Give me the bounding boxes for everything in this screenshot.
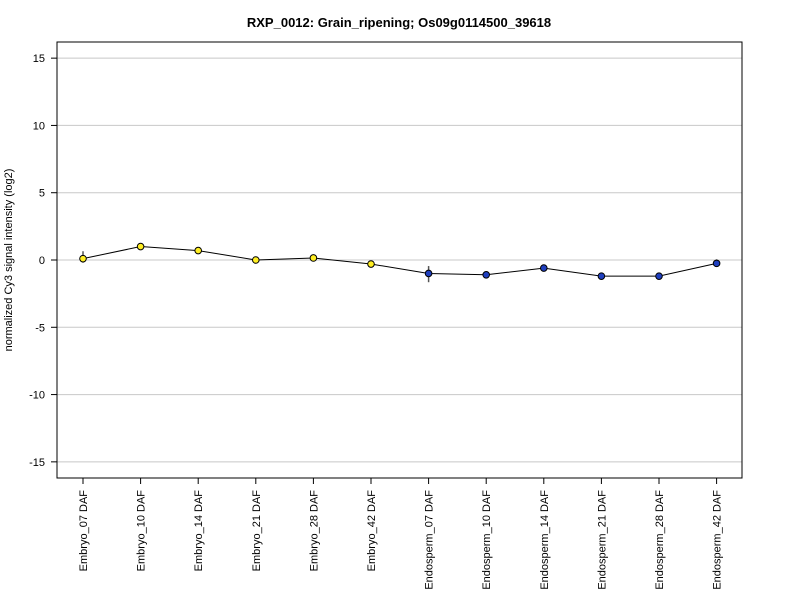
x-tick-label: Embryo_10 DAF [136, 490, 148, 572]
data-point [424, 269, 433, 278]
data-point [136, 242, 145, 251]
data-point [252, 256, 260, 264]
y-tick-label: 10 [33, 120, 45, 132]
x-tick-label: Embryo_28 DAF [308, 490, 320, 572]
data-point [540, 264, 548, 272]
y-axis-label: normalized Cy3 signal intensity (log2) [3, 169, 15, 352]
data-point [367, 260, 375, 268]
x-tick-label: Embryo_21 DAF [251, 490, 263, 572]
data-point [655, 272, 663, 280]
data-point [309, 254, 318, 262]
y-tick-label: 5 [39, 188, 45, 200]
grid-layer [57, 57, 742, 463]
y-axis: -15 -10 -5 0 5 10 15 [29, 53, 57, 469]
y-tick-label: -5 [35, 322, 45, 334]
x-tick-label: Endosperm_10 DAF [481, 490, 493, 590]
series-line [82, 246, 717, 277]
y-tick-label: 15 [33, 53, 45, 65]
series-layer [79, 242, 721, 283]
data-point [597, 272, 606, 280]
y-tick-label: -15 [29, 457, 45, 469]
data-point [194, 246, 202, 255]
x-tick-label: Embryo_14 DAF [193, 490, 205, 572]
data-point [79, 254, 87, 263]
y-tick-label: 0 [39, 255, 45, 267]
x-tick-label: Endosperm_28 DAF [654, 490, 666, 590]
x-tick-label: Embryo_42 DAF [366, 490, 378, 572]
chart-title: RXP_0012: Grain_ripening; Os09g0114500_3… [247, 15, 551, 30]
x-tick-label: Endosperm_07 DAF [424, 490, 436, 590]
y-tick-label: -10 [29, 390, 45, 402]
data-point [482, 271, 491, 279]
x-tick-label: Endosperm_42 DAF [712, 490, 724, 590]
x-axis: Embryo_07 DAF Embryo_10 DAF Embryo_14 DAF E… [78, 478, 724, 590]
x-tick-label: Endosperm_14 DAF [539, 490, 551, 590]
data-point [712, 259, 721, 268]
x-tick-label: Endosperm_21 DAF [596, 490, 608, 590]
x-tick-label: Embryo_07 DAF [78, 490, 90, 572]
